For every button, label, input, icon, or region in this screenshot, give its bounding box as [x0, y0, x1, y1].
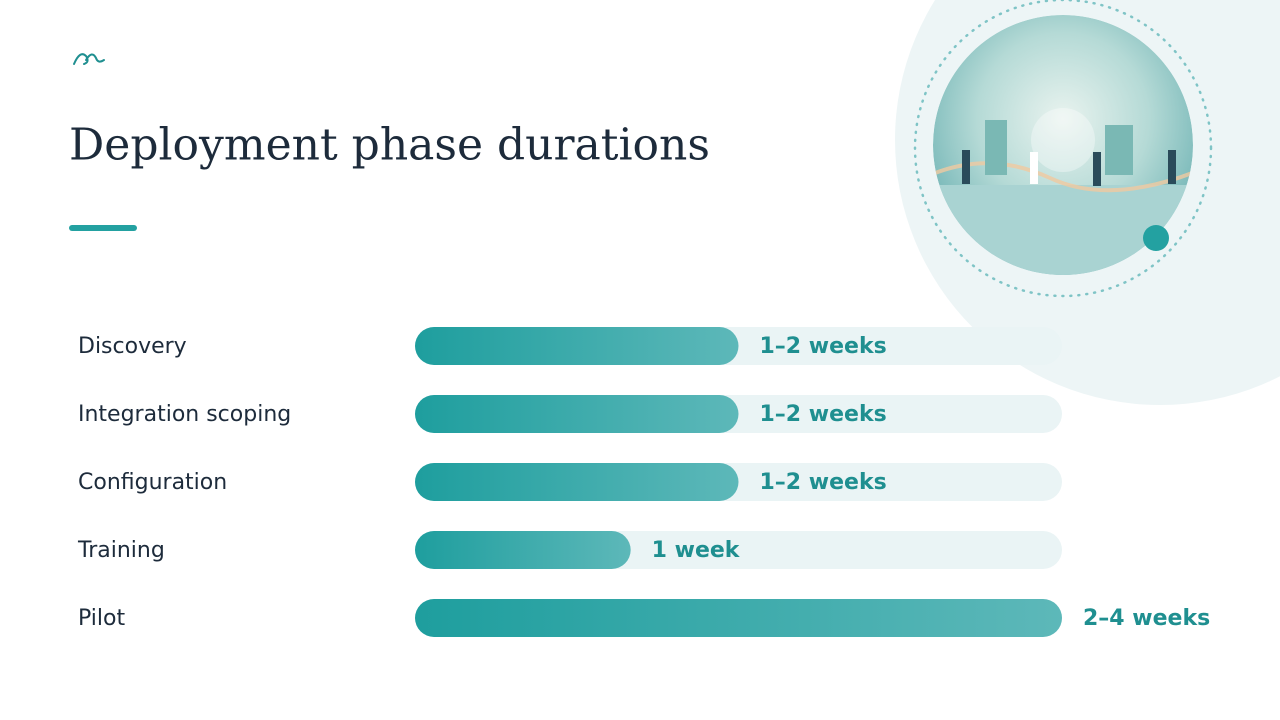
bar	[415, 463, 739, 501]
value-label: 1–2 weeks	[760, 402, 887, 427]
category-label: Configuration	[78, 470, 227, 495]
value-label: 1–2 weeks	[760, 334, 887, 359]
bar	[415, 531, 631, 569]
bar	[415, 327, 739, 365]
value-label: 2–4 weeks	[1083, 606, 1210, 631]
category-label: Integration scoping	[78, 402, 291, 427]
title-underline	[69, 225, 137, 231]
category-label: Training	[77, 538, 165, 563]
bar	[415, 395, 739, 433]
value-label: 1 week	[652, 538, 741, 563]
value-label: 1–2 weeks	[760, 470, 887, 495]
category-label: Discovery	[78, 334, 187, 359]
category-label: Pilot	[78, 606, 125, 631]
bar	[415, 599, 1062, 637]
logo	[73, 53, 105, 65]
accent-dot	[1143, 225, 1169, 251]
chart-title: Deployment phase durations	[69, 120, 710, 171]
dotted-ring	[913, 0, 1213, 298]
